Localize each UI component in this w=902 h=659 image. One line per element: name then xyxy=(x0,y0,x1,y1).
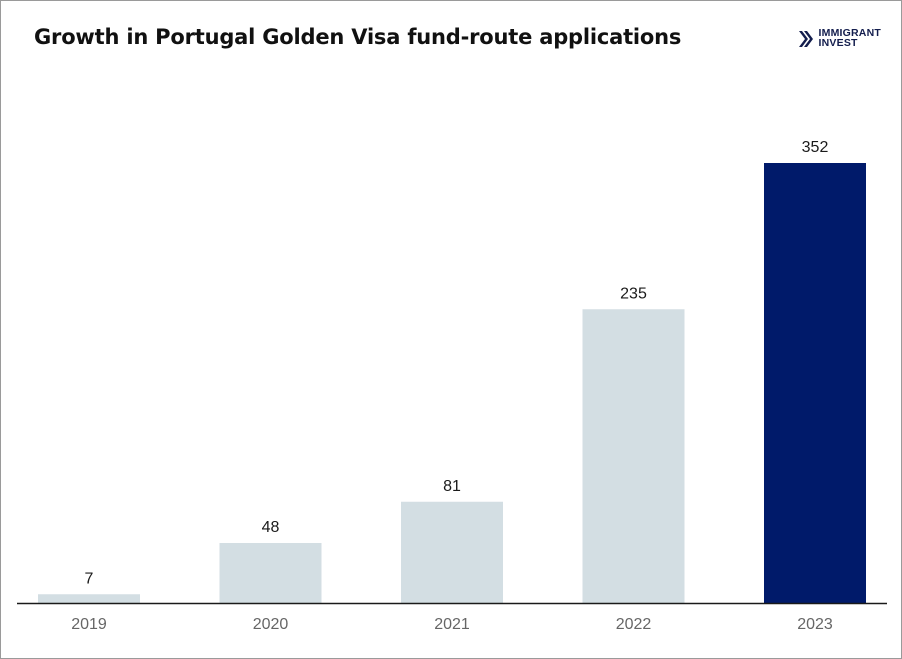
bar-2020 xyxy=(219,543,322,603)
x-tick-label-2020: 2020 xyxy=(253,616,289,633)
chart-title: Growth in Portugal Golden Visa fund-rout… xyxy=(34,25,682,49)
double-chevron-right-icon xyxy=(798,30,813,47)
logo-line-2: INVEST xyxy=(818,36,858,49)
bar-2021 xyxy=(401,501,503,603)
value-label-2020: 48 xyxy=(262,519,280,536)
value-label-2022: 235 xyxy=(620,285,647,302)
x-tick-label-2022: 2022 xyxy=(616,616,652,633)
logo-line-1: IMMIGRANT xyxy=(818,27,881,39)
x-tick-label-2023: 2023 xyxy=(797,616,833,633)
x-tick-label-2019: 2019 xyxy=(71,616,107,633)
bar-2022 xyxy=(582,309,685,603)
bar-2023 xyxy=(764,163,866,603)
x-tick-labels-group: 2019 2020 2021 2022 2023 xyxy=(71,616,833,633)
logo-wordmark: IMMIGRANT INVEST xyxy=(818,27,881,49)
bars-group xyxy=(38,163,866,603)
value-label-2019: 7 xyxy=(85,570,94,587)
value-label-2023: 352 xyxy=(802,139,829,156)
value-labels-group: 7 48 81 235 352 xyxy=(85,139,829,587)
bar-2019 xyxy=(38,594,140,603)
x-tick-label-2021: 2021 xyxy=(434,616,470,633)
brand-logo: IMMIGRANT INVEST xyxy=(798,27,881,49)
value-label-2021: 81 xyxy=(443,478,461,495)
